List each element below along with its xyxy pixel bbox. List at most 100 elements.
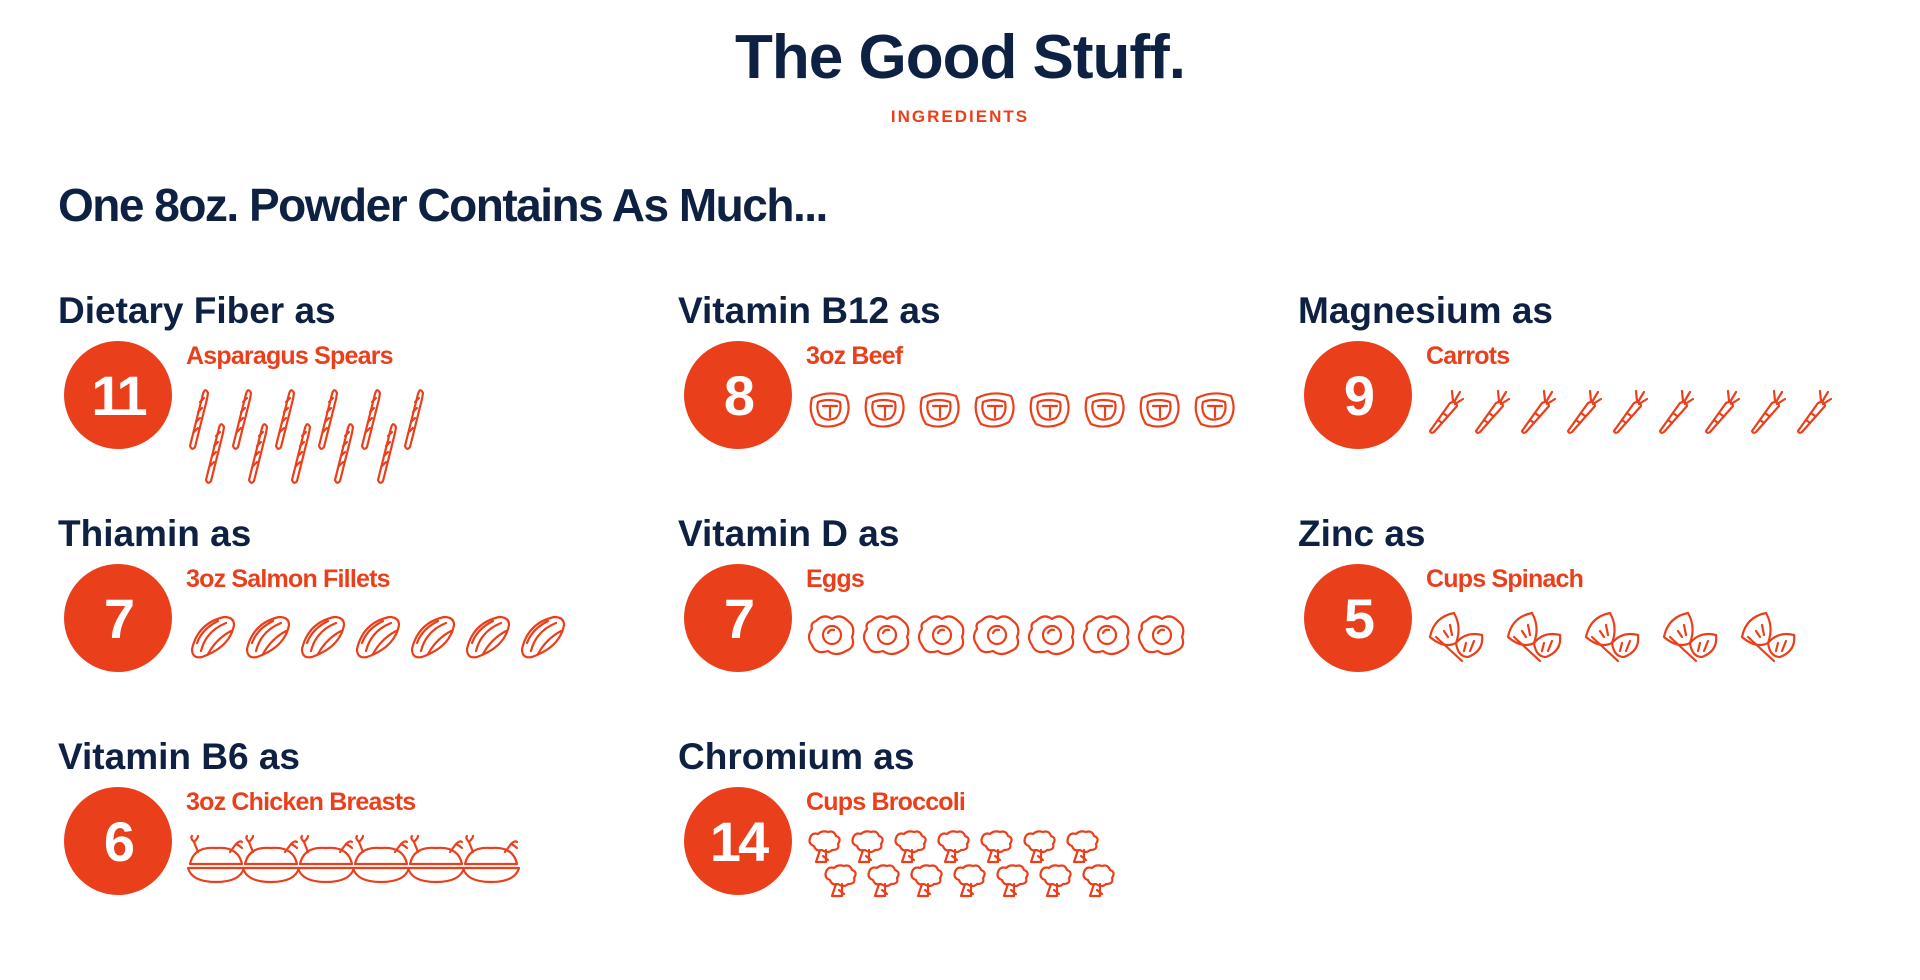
fried-egg-icon (1137, 615, 1185, 656)
ingredients-eyebrow: INGREDIENTS (890, 107, 1030, 126)
roast-chicken-icon (296, 834, 356, 884)
fried-egg-icon (917, 615, 965, 656)
broccoli-icon (824, 864, 857, 898)
asparagus-icon (290, 423, 312, 484)
roast-chicken-icon (461, 834, 521, 884)
asparagus-icon (376, 423, 398, 484)
carrot-icon (1612, 389, 1648, 434)
food-name: Carrots (1426, 342, 1510, 370)
salmon-fillet-icon (190, 615, 236, 659)
salmon-fillet-icon (465, 615, 511, 659)
spinach-leaf-icon (1506, 611, 1562, 663)
spinach-leaf-icon (1428, 611, 1484, 663)
nutrient-chromium: Chromium as 14 Cups Broccoli (678, 736, 1238, 926)
nutrient-vitamin-b6: Vitamin B6 as 6 3oz Chicken Breasts (58, 736, 618, 926)
asparagus-icon (188, 389, 210, 450)
fried-egg-icon (862, 615, 910, 656)
asparagus-icon (274, 389, 296, 450)
section-heading: One 8oz. Powder Contains As Much... (58, 179, 828, 231)
asparagus-icon (204, 423, 226, 484)
asparagus-icon (360, 389, 382, 450)
steak-icon-row (806, 384, 1236, 456)
steak-icon (1194, 392, 1235, 428)
count-badge: 5 (1304, 564, 1412, 672)
roast-chicken-icon (351, 834, 411, 884)
count-badge: 14 (684, 787, 792, 895)
broccoli-icon-row (806, 830, 1236, 902)
asparagus-icon (317, 389, 339, 450)
food-name: Eggs (806, 565, 865, 593)
broccoli-icon (1066, 830, 1099, 864)
nutrient-dietary-fiber: Dietary Fiber as 11 Asparagus Spears (58, 290, 618, 484)
steak-icon (864, 392, 905, 428)
food-name: 3oz Chicken Breasts (186, 788, 416, 816)
carrot-icon (1428, 389, 1464, 434)
fried-egg-icon (807, 615, 855, 656)
spinach-leaf-icon-row (1426, 607, 1856, 679)
steak-icon (974, 392, 1015, 428)
carrot-icon (1520, 389, 1556, 434)
carrot-icon (1796, 389, 1832, 434)
page-title: The Good Stuff. (735, 23, 1186, 92)
steak-icon (1139, 392, 1180, 428)
asparagus-icon (247, 423, 269, 484)
food-name: Asparagus Spears (186, 342, 394, 370)
steak-icon (1029, 392, 1070, 428)
broccoli-icon (1082, 864, 1115, 898)
broccoli-icon (910, 864, 943, 898)
count-badge: 9 (1304, 341, 1412, 449)
carrot-icon (1750, 389, 1786, 434)
asparagus-icon (231, 389, 253, 450)
broccoli-icon (980, 830, 1013, 864)
fried-egg-icon (972, 615, 1020, 656)
nutrient-label: Thiamin as (58, 513, 252, 554)
steak-icon (919, 392, 960, 428)
spinach-leaf-icon (1740, 611, 1796, 663)
steak-icon (1084, 392, 1125, 428)
nutrient-magnesium: Magnesium as 9 Carrots (1298, 290, 1858, 480)
salmon-fillet-icon (300, 615, 346, 659)
spinach-leaf-icon (1584, 611, 1640, 663)
nutrient-label: Magnesium as (1298, 290, 1553, 331)
broccoli-icon (1039, 864, 1072, 898)
nutrient-label: Chromium as (678, 736, 915, 777)
nutrient-label: Dietary Fiber as (58, 290, 336, 331)
salmon-fillet-icon (520, 615, 566, 659)
food-name: 3oz Salmon Fillets (186, 565, 391, 593)
broccoli-icon (808, 830, 841, 864)
count-badge: 7 (64, 564, 172, 672)
broccoli-icon (851, 830, 884, 864)
roast-chicken-icon (406, 834, 466, 884)
broccoli-icon (894, 830, 927, 864)
count-badge: 7 (684, 564, 792, 672)
nutrient-label: Vitamin B12 as (678, 290, 941, 331)
broccoli-icon (953, 864, 986, 898)
carrot-icon (1658, 389, 1694, 434)
nutrient-label: Zinc as (1298, 513, 1426, 554)
broccoli-icon (996, 864, 1029, 898)
steak-icon (809, 392, 850, 428)
food-name: Cups Broccoli (806, 788, 966, 816)
count-badge: 8 (684, 341, 792, 449)
fried-egg-icon-row (806, 607, 1236, 679)
salmon-fillet-icon (355, 615, 401, 659)
nutrient-zinc: Zinc as 5 Cups Spinach (1298, 513, 1858, 703)
spinach-leaf-icon (1662, 611, 1718, 663)
nutrient-vitamin-b12: Vitamin B12 as 8 3oz Beef (678, 290, 1238, 480)
broccoli-icon (1023, 830, 1056, 864)
count-badge: 6 (64, 787, 172, 895)
nutrient-thiamin: Thiamin as 7 3oz Salmon Fillets (58, 513, 618, 703)
nutrient-vitamin-d: Vitamin D as 7 Eggs (678, 513, 1238, 703)
carrot-icon (1566, 389, 1602, 434)
asparagus-icon-row (186, 384, 616, 484)
roast-chicken-icon-row (186, 830, 616, 902)
asparagus-icon (333, 423, 355, 484)
carrot-icon (1474, 389, 1510, 434)
salmon-fillet-icon (245, 615, 291, 659)
roast-chicken-icon (186, 834, 246, 884)
food-name: Cups Spinach (1426, 565, 1584, 593)
asparagus-icon (403, 389, 425, 450)
carrot-icon (1704, 389, 1740, 434)
fried-egg-icon (1027, 615, 1075, 656)
fried-egg-icon (1082, 615, 1130, 656)
